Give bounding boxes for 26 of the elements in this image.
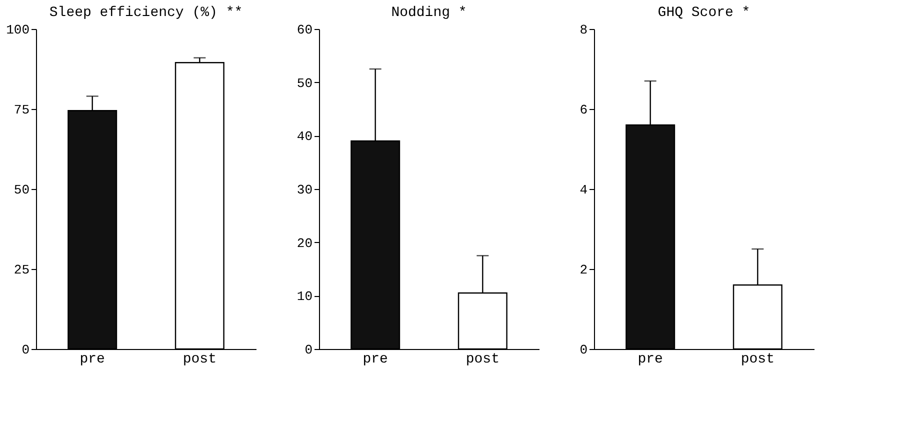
chart-title: Sleep efficiency (%) ** xyxy=(49,5,243,21)
y-tick-label: 8 xyxy=(580,22,588,38)
y-tick-label: 0 xyxy=(22,342,30,358)
y-tick-label: 60 xyxy=(296,22,312,38)
y-tick-label: 50 xyxy=(14,182,30,198)
chart-title: GHQ Score * xyxy=(658,5,750,21)
y-tick-label: 30 xyxy=(296,182,312,198)
y-tick-label: 6 xyxy=(580,102,588,118)
chart-title: Nodding * xyxy=(391,5,467,21)
y-tick-label: 20 xyxy=(296,236,312,251)
y-tick-label: 50 xyxy=(296,76,312,91)
x-tick-label: post xyxy=(466,352,500,368)
y-tick-label: 0 xyxy=(304,342,312,358)
y-tick-label: 75 xyxy=(14,102,30,118)
y-tick-label: 100 xyxy=(6,22,30,38)
x-tick-label: pre xyxy=(362,352,388,368)
y-tick-label: 2 xyxy=(580,262,588,278)
y-tick-label: 40 xyxy=(296,129,312,144)
y-tick-label: 4 xyxy=(580,182,588,198)
y-tick-label: 25 xyxy=(14,262,30,278)
x-tick-label: post xyxy=(182,352,216,368)
x-tick-label: pre xyxy=(638,352,663,368)
y-tick-label: 10 xyxy=(296,289,312,304)
y-tick-label: 0 xyxy=(580,342,588,358)
x-tick-label: pre xyxy=(80,352,105,368)
x-tick-label: post xyxy=(740,352,774,368)
